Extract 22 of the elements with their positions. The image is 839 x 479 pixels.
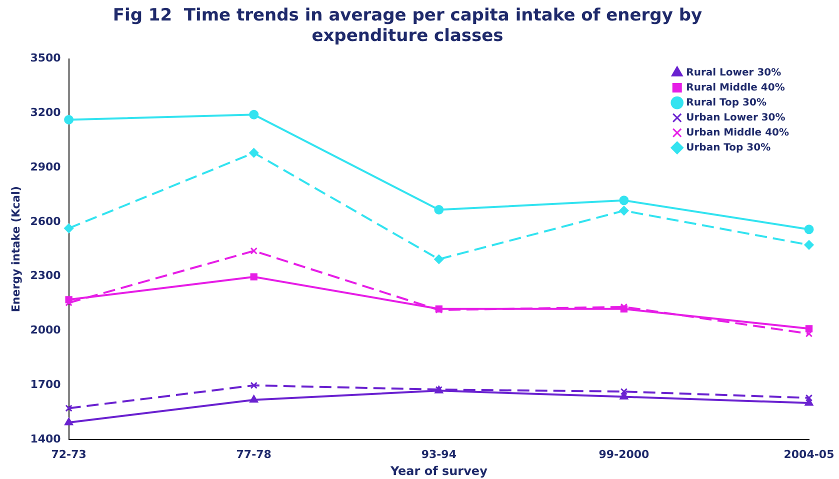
legend-label: Urban Middle 40% (686, 127, 790, 138)
x-tick-label: 72-73 (51, 448, 86, 461)
y-axis-title: Energy intake (Kcal) (9, 186, 22, 312)
legend-label: Urban Lower 30% (686, 112, 786, 124)
legend-label: Rural Top 30% (686, 97, 766, 108)
x-tick-label: 2004-05 (784, 448, 834, 461)
legend-label: Urban Top 30% (686, 142, 771, 154)
x-axis-title: Year of survey (389, 464, 488, 478)
y-tick-label: 1700 (30, 378, 62, 391)
legend-label: Rural Middle 40% (686, 82, 785, 94)
x-tick-label: 93-94 (421, 448, 457, 461)
y-tick-label: 2900 (30, 160, 62, 174)
y-tick-label: 2600 (30, 214, 62, 228)
y-tick-label: 2000 (30, 324, 62, 337)
x-tick-label: 99-2000 (598, 448, 650, 461)
y-tick-label: 2300 (30, 269, 62, 282)
y-tick-label: 3200 (30, 106, 62, 120)
chart-title: Fig 12 Time trends in average per capita intake of energy by expenditure classes (112, 6, 702, 46)
y-tick-label: 1400 (30, 432, 62, 446)
y-tick-label: 3500 (30, 52, 62, 65)
x-tick-label: 77-78 (236, 448, 272, 461)
legend-label: Rural Lower 30% (686, 67, 782, 78)
